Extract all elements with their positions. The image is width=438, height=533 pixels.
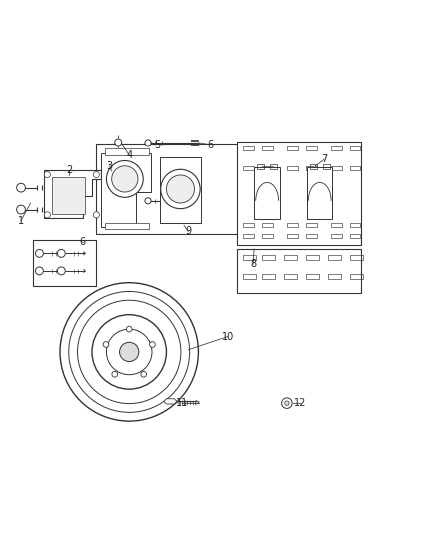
Bar [287, 146, 298, 150]
Text: 2: 2 [66, 165, 72, 175]
Text: 7: 7 [321, 154, 327, 164]
Bar [331, 233, 342, 238]
Circle shape [35, 249, 43, 257]
Text: 10: 10 [222, 332, 234, 342]
Bar [306, 255, 319, 260]
Bar [331, 166, 342, 170]
Circle shape [149, 342, 155, 348]
Bar [287, 223, 298, 227]
Bar [350, 255, 363, 260]
Bar [262, 223, 273, 227]
Bar [52, 177, 85, 214]
Bar [33, 240, 96, 286]
Bar [237, 142, 361, 245]
Bar [287, 233, 298, 238]
Bar [350, 233, 360, 238]
Circle shape [282, 398, 292, 408]
Bar [350, 273, 363, 279]
Polygon shape [254, 167, 280, 219]
Polygon shape [307, 167, 332, 219]
Circle shape [112, 372, 117, 377]
Circle shape [35, 267, 43, 275]
Text: 5: 5 [155, 140, 161, 150]
Circle shape [57, 249, 65, 257]
Text: 6: 6 [207, 140, 213, 150]
Bar [306, 273, 319, 279]
Circle shape [44, 172, 50, 177]
Bar [243, 166, 254, 170]
Bar [262, 255, 275, 260]
Bar [262, 146, 273, 150]
Polygon shape [44, 170, 101, 219]
Bar [262, 273, 275, 279]
Polygon shape [105, 148, 149, 155]
Bar [306, 166, 317, 170]
Text: 3: 3 [106, 161, 113, 171]
Bar [257, 165, 264, 169]
Polygon shape [101, 152, 151, 227]
Bar [243, 146, 254, 150]
Bar [331, 223, 342, 227]
Bar [262, 166, 273, 170]
Bar [350, 146, 360, 150]
Text: 8: 8 [250, 260, 256, 269]
Bar [284, 273, 297, 279]
Bar [328, 255, 341, 260]
Bar [328, 273, 341, 279]
Polygon shape [164, 399, 177, 404]
Circle shape [106, 329, 152, 375]
Circle shape [112, 166, 138, 192]
Bar [306, 233, 317, 238]
Bar [284, 255, 297, 260]
Bar [310, 165, 317, 169]
Bar [237, 249, 361, 293]
Bar [96, 144, 250, 233]
Circle shape [120, 342, 139, 361]
Circle shape [44, 212, 50, 218]
Circle shape [115, 139, 122, 146]
Circle shape [60, 282, 198, 421]
Bar [350, 166, 360, 170]
Circle shape [69, 292, 190, 413]
Polygon shape [105, 223, 149, 229]
Text: 11: 11 [176, 398, 188, 408]
Circle shape [166, 175, 194, 203]
Bar [287, 166, 298, 170]
Bar [160, 157, 201, 223]
Circle shape [17, 205, 25, 214]
Bar [322, 165, 329, 169]
Circle shape [106, 160, 143, 197]
Circle shape [17, 183, 25, 192]
Circle shape [161, 169, 200, 209]
Circle shape [103, 342, 109, 348]
Bar [306, 146, 317, 150]
Circle shape [145, 198, 151, 204]
Circle shape [92, 314, 166, 389]
Text: 1: 1 [18, 215, 24, 225]
Text: 4: 4 [126, 150, 132, 160]
Circle shape [141, 372, 146, 377]
Circle shape [285, 401, 289, 405]
Circle shape [126, 326, 132, 332]
Bar [243, 223, 254, 227]
Bar [262, 233, 273, 238]
Bar [243, 255, 256, 260]
Bar [306, 223, 317, 227]
Text: 12: 12 [294, 398, 306, 408]
Circle shape [145, 140, 151, 146]
Circle shape [93, 212, 99, 218]
Bar [270, 165, 277, 169]
Bar [350, 223, 360, 227]
Text: 6: 6 [79, 237, 85, 247]
Circle shape [93, 172, 99, 177]
Bar [331, 146, 342, 150]
Text: 9: 9 [185, 227, 191, 237]
Bar [243, 233, 254, 238]
Circle shape [57, 267, 65, 275]
Circle shape [78, 300, 181, 403]
Bar [243, 273, 256, 279]
